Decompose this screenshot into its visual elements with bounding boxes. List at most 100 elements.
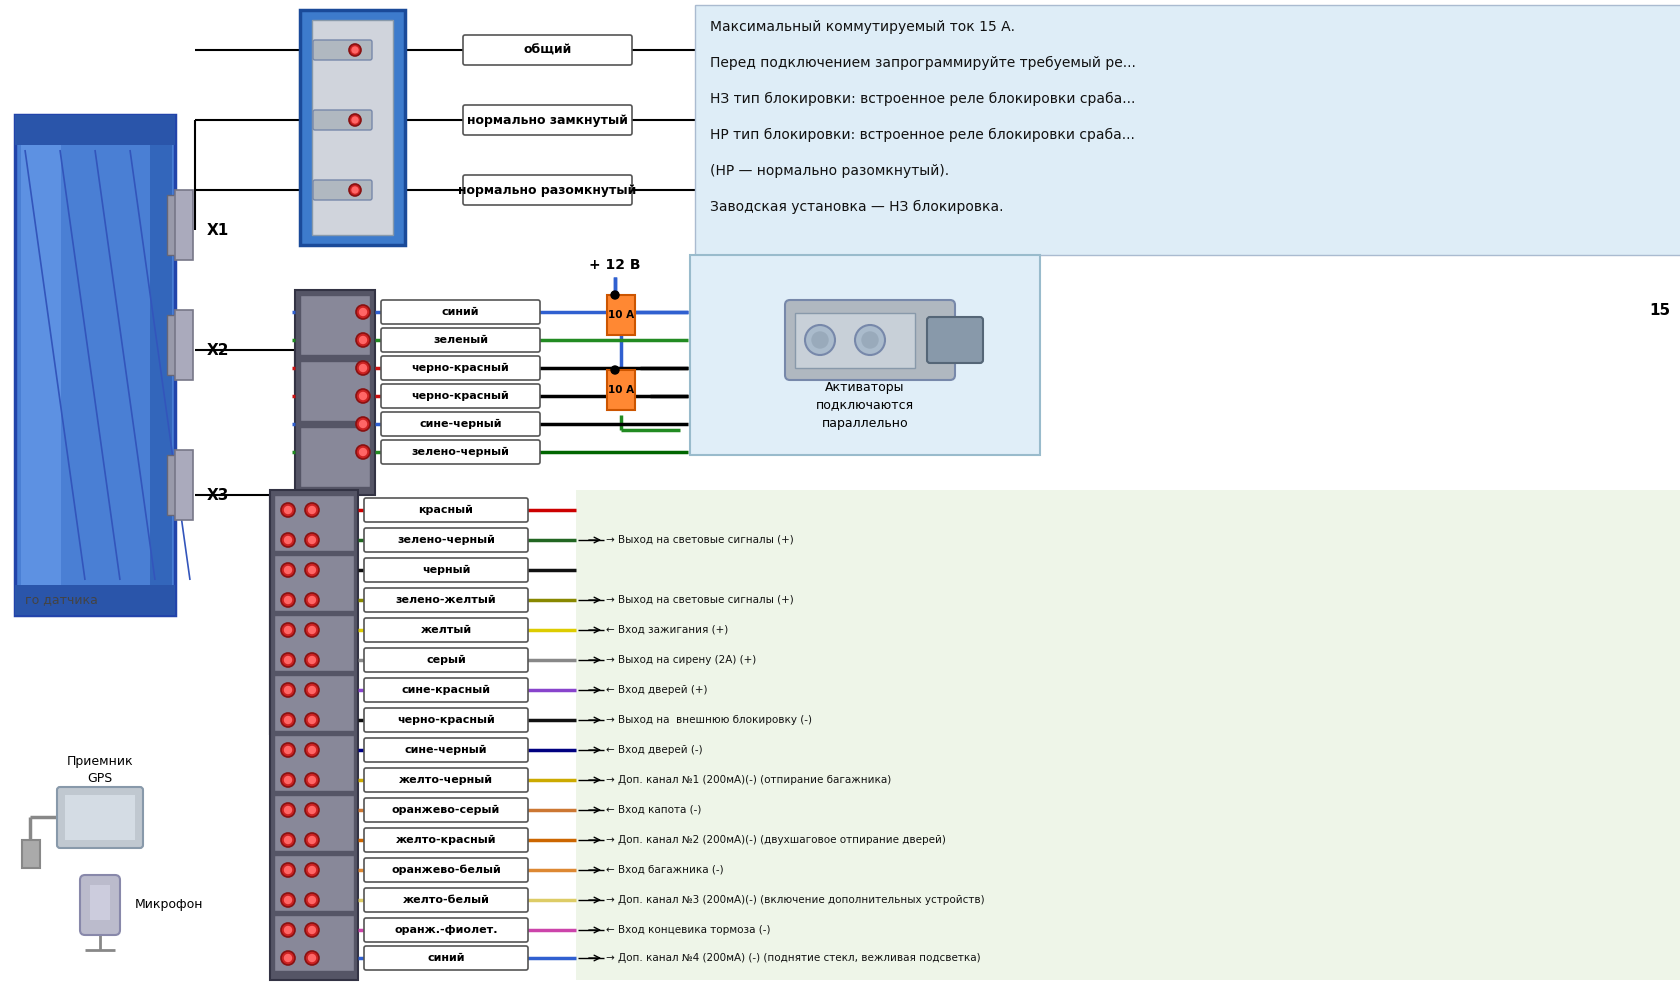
Text: красный: красный <box>418 505 474 515</box>
FancyBboxPatch shape <box>166 195 178 255</box>
Circle shape <box>284 896 291 903</box>
Text: зеленый: зеленый <box>433 335 487 345</box>
Circle shape <box>351 47 358 53</box>
Circle shape <box>349 44 361 56</box>
Circle shape <box>309 955 316 962</box>
Text: желтый: желтый <box>420 625 472 635</box>
Circle shape <box>360 336 366 343</box>
FancyBboxPatch shape <box>150 120 171 610</box>
Circle shape <box>309 716 316 723</box>
Text: оранжево-белый: оранжево-белый <box>391 865 501 875</box>
Text: Приемник
GPS: Приемник GPS <box>67 754 133 785</box>
FancyBboxPatch shape <box>365 558 528 582</box>
Text: → Доп. канал №2 (200мА)(-) (двухшаговое отпирание дверей): → Доп. канал №2 (200мА)(-) (двухшаговое … <box>605 835 946 845</box>
Circle shape <box>304 923 319 937</box>
Circle shape <box>304 863 319 877</box>
FancyBboxPatch shape <box>274 795 354 851</box>
FancyBboxPatch shape <box>15 585 175 615</box>
Circle shape <box>304 773 319 787</box>
Circle shape <box>281 593 294 607</box>
Circle shape <box>356 305 370 319</box>
FancyBboxPatch shape <box>274 855 354 911</box>
Circle shape <box>284 657 291 664</box>
FancyBboxPatch shape <box>926 317 983 363</box>
Circle shape <box>281 951 294 965</box>
Circle shape <box>284 566 291 573</box>
Circle shape <box>304 653 319 667</box>
Circle shape <box>309 746 316 753</box>
Text: желто-белый: желто-белый <box>402 895 489 905</box>
FancyBboxPatch shape <box>299 295 370 355</box>
FancyBboxPatch shape <box>462 105 632 135</box>
Circle shape <box>281 653 294 667</box>
FancyBboxPatch shape <box>365 798 528 822</box>
FancyBboxPatch shape <box>299 361 370 421</box>
Text: ← Вход дверей (+): ← Вход дверей (+) <box>605 685 707 695</box>
Circle shape <box>284 777 291 784</box>
Circle shape <box>304 951 319 965</box>
Text: ← Вход зажигания (+): ← Вход зажигания (+) <box>605 625 727 635</box>
FancyBboxPatch shape <box>365 588 528 612</box>
FancyBboxPatch shape <box>274 675 354 731</box>
Circle shape <box>304 623 319 637</box>
Text: 15: 15 <box>1648 303 1668 318</box>
Text: сине-красный: сине-красный <box>402 685 491 695</box>
Circle shape <box>284 837 291 843</box>
FancyBboxPatch shape <box>381 412 539 436</box>
FancyBboxPatch shape <box>274 555 354 611</box>
FancyBboxPatch shape <box>312 20 393 235</box>
FancyBboxPatch shape <box>81 875 119 935</box>
Circle shape <box>304 683 319 697</box>
Text: НЗ тип блокировки: встроенное реле блокировки сраба...: НЗ тип блокировки: встроенное реле блоки… <box>709 92 1134 106</box>
FancyBboxPatch shape <box>795 313 914 368</box>
Text: черно-красный: черно-красный <box>412 363 509 373</box>
FancyBboxPatch shape <box>689 255 1040 455</box>
Text: оранж.-фиолет.: оранж.-фиолет. <box>395 925 497 935</box>
Text: ← Вход багажника (-): ← Вход багажника (-) <box>605 865 722 875</box>
Circle shape <box>309 896 316 903</box>
Text: → Выход на световые сигналы (+): → Выход на световые сигналы (+) <box>605 535 793 545</box>
Circle shape <box>281 623 294 637</box>
Circle shape <box>304 893 319 907</box>
FancyBboxPatch shape <box>381 440 539 464</box>
Circle shape <box>304 563 319 577</box>
FancyBboxPatch shape <box>606 295 635 335</box>
FancyBboxPatch shape <box>381 328 539 352</box>
Circle shape <box>356 417 370 431</box>
FancyBboxPatch shape <box>299 10 405 245</box>
FancyBboxPatch shape <box>66 795 134 840</box>
Circle shape <box>304 833 319 847</box>
Circle shape <box>309 536 316 543</box>
Circle shape <box>304 503 319 517</box>
FancyBboxPatch shape <box>365 618 528 642</box>
Circle shape <box>304 593 319 607</box>
Text: X3: X3 <box>207 488 228 503</box>
Circle shape <box>281 863 294 877</box>
FancyBboxPatch shape <box>270 490 358 980</box>
FancyBboxPatch shape <box>274 495 354 551</box>
FancyBboxPatch shape <box>274 735 354 791</box>
FancyBboxPatch shape <box>365 648 528 672</box>
Circle shape <box>281 893 294 907</box>
Text: синий: синий <box>427 953 464 963</box>
Text: нормально разомкнутый: нормально разомкнутый <box>459 183 637 196</box>
Circle shape <box>284 536 291 543</box>
Circle shape <box>281 923 294 937</box>
FancyBboxPatch shape <box>365 768 528 792</box>
Circle shape <box>284 807 291 814</box>
Text: серый: серый <box>425 655 465 665</box>
Circle shape <box>284 597 291 604</box>
Text: ← Вход дверей (-): ← Вход дверей (-) <box>605 745 702 754</box>
Circle shape <box>309 686 316 693</box>
FancyBboxPatch shape <box>365 678 528 702</box>
Circle shape <box>805 325 835 355</box>
FancyBboxPatch shape <box>365 528 528 552</box>
Text: Перед подключением запрограммируйте требуемый ре...: Перед подключением запрограммируйте треб… <box>709 56 1136 70</box>
Text: → Доп. канал №3 (200мА)(-) (включение дополнительных устройств): → Доп. канал №3 (200мА)(-) (включение до… <box>605 895 984 905</box>
Text: → Выход на  внешнюю блокировку (-): → Выход на внешнюю блокировку (-) <box>605 715 811 725</box>
FancyBboxPatch shape <box>20 135 60 595</box>
Text: общий: общий <box>522 43 571 56</box>
FancyBboxPatch shape <box>365 888 528 912</box>
FancyBboxPatch shape <box>312 40 371 60</box>
Circle shape <box>360 364 366 371</box>
